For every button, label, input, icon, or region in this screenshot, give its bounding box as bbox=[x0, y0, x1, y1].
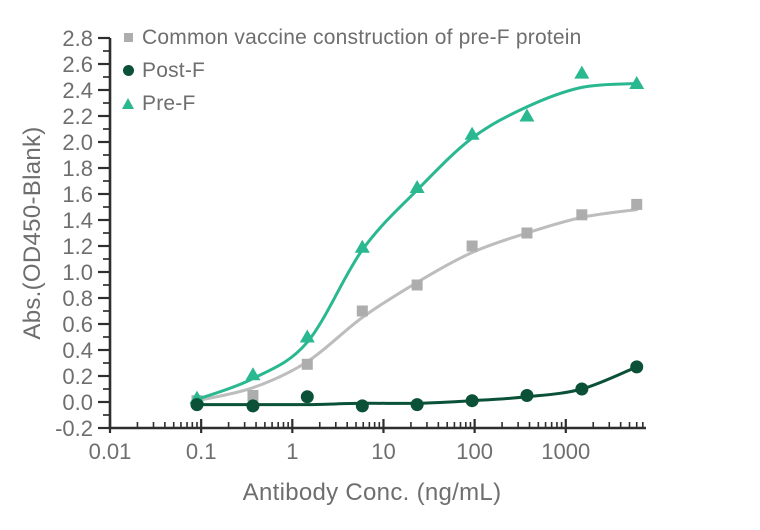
post-f-data-point bbox=[190, 398, 204, 412]
post-f-data-point bbox=[410, 398, 424, 412]
chart-legend: Common vaccine construction of pre-F pro… bbox=[121, 21, 582, 120]
pre-f-fit-curve bbox=[195, 82, 639, 401]
triangle-marker-icon bbox=[122, 98, 134, 109]
y-axis-title: Abs.(OD450-Blank) bbox=[19, 126, 46, 340]
y-tick-label: 1.6 bbox=[62, 182, 93, 207]
post-f-data-point bbox=[520, 389, 534, 402]
pre-f-data-point bbox=[464, 126, 480, 140]
pre-f-data-point bbox=[574, 65, 590, 79]
pre-f-data-point bbox=[299, 329, 315, 343]
x-tick-label: 0.01 bbox=[89, 439, 132, 464]
common-vaccine-construction-of-pre-f-protein-data-point bbox=[247, 390, 259, 401]
y-tick-label: 2.8 bbox=[62, 26, 93, 51]
x-tick-label: 1 bbox=[286, 439, 298, 464]
y-tick-label: 1.8 bbox=[62, 156, 93, 181]
pre-f-data-point bbox=[354, 239, 370, 253]
y-tick-label: 0.0 bbox=[62, 390, 93, 415]
x-tick-label: 100 bbox=[456, 439, 493, 464]
legend-item-pre-f: Pre-F bbox=[121, 87, 582, 120]
y-tick-label: 2.2 bbox=[62, 104, 93, 129]
post-f-data-point bbox=[575, 382, 589, 396]
x-tick-label: 10 bbox=[371, 439, 395, 464]
common-vaccine-construction-of-pre-f-protein-data-point bbox=[356, 305, 368, 317]
y-tick-label: 0.6 bbox=[62, 312, 93, 337]
square-marker-icon bbox=[123, 33, 133, 42]
common-vaccine-construction-of-pre-f-protein-data-point bbox=[301, 358, 313, 370]
y-tick-label: 2.0 bbox=[62, 130, 93, 155]
post-f-data-point bbox=[300, 390, 314, 404]
y-tick-label: 2.4 bbox=[62, 78, 93, 103]
y-tick-label: 0.8 bbox=[62, 286, 93, 311]
common-vaccine-construction-of-pre-f-protein-data-point bbox=[411, 279, 423, 291]
legend-item-post-f: Post-F bbox=[121, 54, 582, 87]
post-f-data-point bbox=[246, 399, 260, 413]
legend-label: Post-F bbox=[142, 58, 206, 82]
pre-f-data-point bbox=[519, 108, 535, 122]
post-f-data-point bbox=[630, 360, 644, 374]
x-axis-title: Antibody Conc. (ng/mL) bbox=[242, 479, 502, 506]
circle-marker-icon bbox=[122, 65, 134, 76]
pre-f-data-point bbox=[629, 76, 645, 89]
y-tick-label: 1.2 bbox=[62, 234, 93, 259]
x-tick-label: 1000 bbox=[541, 439, 590, 464]
legend-item-common-vaccine-construction-of-pre-f-protein: Common vaccine construction of pre-F pro… bbox=[121, 21, 582, 54]
y-tick-label: 0.4 bbox=[62, 338, 93, 363]
legend-label: Pre-F bbox=[142, 91, 196, 115]
pre-f-data-point bbox=[409, 180, 425, 193]
y-tick-label: 0.2 bbox=[62, 364, 93, 389]
x-tick-label: 0.1 bbox=[186, 439, 217, 464]
common-vaccine-construction-of-pre-f-protein-data-point bbox=[521, 227, 533, 239]
common-vaccine-construction-of-pre-f-protein-data-point bbox=[576, 209, 588, 221]
post-f-data-point bbox=[465, 394, 479, 408]
legend-marker bbox=[121, 98, 135, 109]
common-vaccine-construction-of-pre-f-protein-data-point bbox=[466, 240, 478, 252]
post-f-data-point bbox=[355, 399, 369, 413]
legend-marker bbox=[121, 65, 135, 76]
pre-f-data-point bbox=[245, 367, 261, 381]
common-vaccine-construction-of-pre-f-protein-data-point bbox=[631, 198, 643, 210]
y-tick-label: 2.6 bbox=[62, 52, 93, 77]
y-tick-label: 1.4 bbox=[62, 208, 93, 233]
y-tick-label: -0.2 bbox=[55, 416, 93, 441]
legend-marker bbox=[121, 33, 135, 42]
y-tick-label: 1.0 bbox=[62, 260, 93, 285]
legend-label: Common vaccine construction of pre-F pro… bbox=[142, 25, 582, 49]
